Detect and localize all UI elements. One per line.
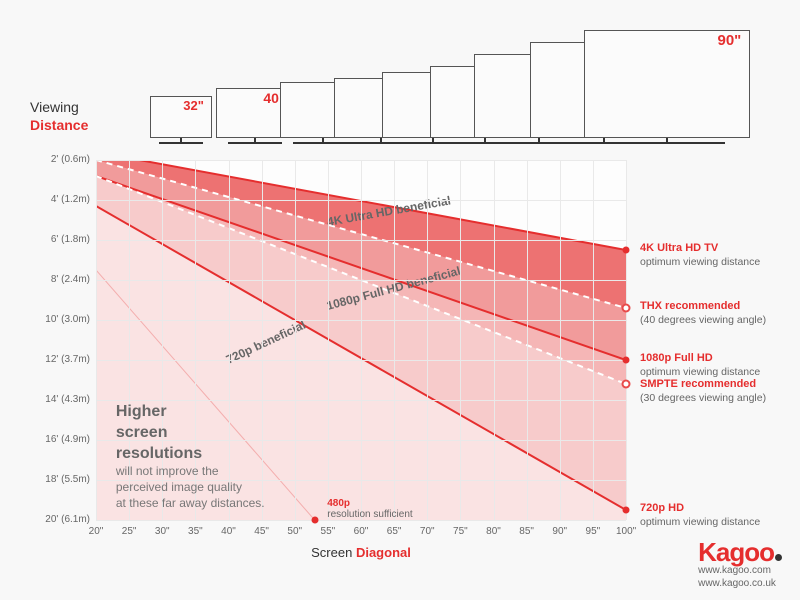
x-tick-label: 75" <box>450 526 470 537</box>
right-marker <box>623 507 630 514</box>
x-axis-word2: Diagonal <box>356 545 411 560</box>
right-label: 720p HDoptimum viewing distance <box>640 502 760 529</box>
tv-foot <box>254 138 256 142</box>
x-tick-label: 65" <box>384 526 404 537</box>
gridline-vertical <box>460 160 461 520</box>
x-tick-label: 90" <box>550 526 570 537</box>
right-marker <box>623 247 630 254</box>
gridline-horizontal <box>96 320 626 321</box>
right-label: 4K Ultra HD TVoptimum viewing distance <box>640 242 760 269</box>
tv-foot <box>484 138 486 142</box>
gridline-vertical <box>527 160 528 520</box>
gridline-vertical <box>626 160 627 520</box>
x-tick-label: 85" <box>517 526 537 537</box>
right-label: 1080p Full HDoptimum viewing distance <box>640 352 760 379</box>
y-tick-label: 20' (6.1m) <box>38 514 90 525</box>
brand-url2: www.kagoo.co.uk <box>698 577 782 590</box>
gridline-vertical <box>328 160 329 520</box>
tv-foot <box>666 138 668 142</box>
x-tick-label: 95" <box>583 526 603 537</box>
gridline-vertical <box>427 160 428 520</box>
y-tick-label: 6' (1.8m) <box>38 234 90 245</box>
resolution-note: Higherscreenresolutionswill not improve … <box>116 402 266 511</box>
gridline-vertical <box>96 160 97 520</box>
x-tick-label: 20" <box>86 526 106 537</box>
brand-block: Kagoo www.kagoo.com www.kagoo.co.uk <box>698 541 782 590</box>
tv-foot <box>322 138 324 142</box>
x-tick-label: 30" <box>152 526 172 537</box>
x-tick-label: 50" <box>285 526 305 537</box>
tv-foot <box>603 138 605 142</box>
tv-stand <box>159 142 202 144</box>
gridline-vertical <box>593 160 594 520</box>
brand-dot-icon <box>775 554 782 561</box>
tv-size-label: 32" <box>183 98 204 113</box>
x-tick-label: 25" <box>119 526 139 537</box>
tv-stand <box>609 142 725 144</box>
tv-foot <box>180 138 182 142</box>
viewing-label-word2: Distance <box>30 117 88 133</box>
tv-foot <box>380 138 382 142</box>
brand-url1: www.kagoo.com <box>698 564 782 577</box>
viewing-label-word1: Viewing <box>30 99 79 115</box>
label-480p: 480presolution sufficient <box>327 498 412 520</box>
tv-size-label: 90" <box>718 32 742 49</box>
x-axis-label: Screen Diagonal <box>96 545 626 560</box>
x-tick-label: 45" <box>252 526 272 537</box>
tv-foot <box>432 138 434 142</box>
gridline-vertical <box>394 160 395 520</box>
x-tick-label: 70" <box>417 526 437 537</box>
x-tick-label: 60" <box>351 526 371 537</box>
gridline-vertical <box>295 160 296 520</box>
gridline-horizontal <box>96 400 626 401</box>
y-tick-label: 14' (4.3m) <box>38 394 90 405</box>
right-marker <box>623 357 630 364</box>
right-marker <box>624 382 629 387</box>
right-label: THX recommended(40 degrees viewing angle… <box>640 300 766 327</box>
y-tick-label: 10' (3.0m) <box>38 314 90 325</box>
x-tick-label: 55" <box>318 526 338 537</box>
gridline-horizontal <box>96 360 626 361</box>
tv-size-row: 32"40"46"50"55"60"70"80"90" <box>130 18 690 148</box>
gridline-horizontal <box>96 240 626 241</box>
viewing-distance-label: Viewing Distance <box>30 98 88 134</box>
y-tick-label: 4' (1.2m) <box>38 194 90 205</box>
tv-foot <box>538 138 540 142</box>
gridline-horizontal <box>96 520 626 521</box>
marker-480p <box>311 517 318 524</box>
x-tick-label: 35" <box>185 526 205 537</box>
x-tick-label: 80" <box>484 526 504 537</box>
x-tick-label: 100" <box>616 526 636 537</box>
x-axis-word1: Screen <box>311 545 352 560</box>
gridline-horizontal <box>96 280 626 281</box>
brand-logo: Kagoo <box>698 541 782 564</box>
gridline-vertical <box>494 160 495 520</box>
tv-stand <box>228 142 283 144</box>
tv-stand <box>293 142 353 144</box>
gridline-vertical <box>361 160 362 520</box>
y-tick-label: 12' (3.7m) <box>38 354 90 365</box>
right-label: SMPTE recommended(30 degrees viewing ang… <box>640 378 766 405</box>
gridline-horizontal <box>96 160 626 161</box>
right-marker <box>624 306 629 311</box>
y-tick-label: 8' (2.4m) <box>38 274 90 285</box>
brand-name: Kagoo <box>698 537 774 567</box>
y-tick-label: 16' (4.9m) <box>38 434 90 445</box>
gridline-vertical <box>560 160 561 520</box>
x-tick-label: 40" <box>219 526 239 537</box>
gridline-horizontal <box>96 200 626 201</box>
y-tick-label: 2' (0.6m) <box>38 154 90 165</box>
y-tick-label: 18' (5.5m) <box>38 474 90 485</box>
